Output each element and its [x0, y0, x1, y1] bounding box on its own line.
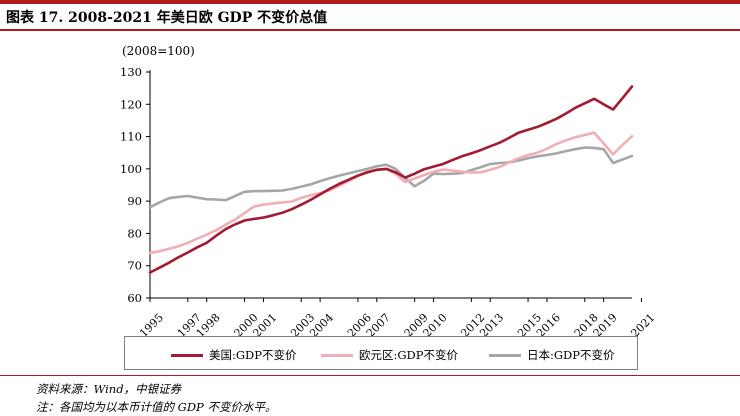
source-note: 资料来源：Wind，中银证券: [36, 382, 182, 396]
y-tick-label: 90: [127, 194, 142, 208]
y-tick-label: 120: [120, 97, 142, 111]
y-tick-label: 60: [127, 291, 142, 305]
y-tick-label: 110: [120, 130, 142, 144]
footer-divider: [0, 375, 740, 376]
y-tick-label: 100: [120, 162, 142, 176]
legend-label-eu: 欧元区:GDP不变价: [359, 348, 459, 362]
legend-swatch-us: [171, 353, 203, 357]
legend-label-us: 美国:GDP不变价: [209, 348, 297, 362]
legend-swatch-eu: [321, 353, 353, 357]
y-tick-label: 70: [127, 259, 142, 273]
legend-item-us: 美国:GDP不变价: [171, 347, 297, 363]
y-tick-label: 130: [120, 65, 142, 79]
chart-series-lines: [148, 85, 634, 274]
title-divider: [0, 29, 740, 31]
legend-label-jp: 日本:GDP不变价: [527, 348, 615, 362]
series-line-us: [148, 85, 634, 274]
figure-title: 图表 17. 2008-2021 年美日欧 GDP 不变价总值: [6, 10, 328, 26]
y-tick-label: 80: [127, 226, 142, 240]
series-line-jp: [148, 146, 634, 209]
legend-swatch-jp: [489, 353, 521, 357]
top-accent-bar: [0, 0, 740, 4]
y-axis-unit-label: (2008=100): [122, 44, 195, 58]
footnote: 注：各国均为以本币计值的 GDP 不变价水平。: [36, 400, 277, 414]
x-tick-label: 1995: [137, 311, 166, 336]
legend-item-jp: 日本:GDP不变价: [489, 347, 615, 363]
chart-legend: 美国:GDP不变价 欧元区:GDP不变价 日本:GDP不变价: [124, 336, 638, 370]
x-tick-label: 2021: [628, 311, 657, 336]
series-line-eu: [148, 131, 634, 255]
chart-axes: [146, 70, 642, 302]
legend-item-eu: 欧元区:GDP不变价: [321, 347, 458, 363]
